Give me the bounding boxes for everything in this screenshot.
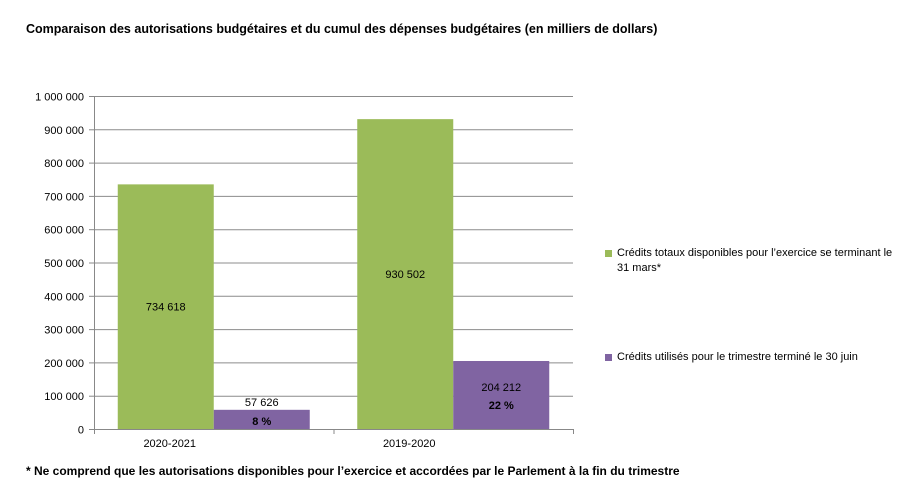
legend-item-used-credits: Crédits utilisés pour le trimestre termi…	[605, 350, 858, 365]
data-label: 57 626	[245, 397, 279, 409]
x-category-label: 2019-2020	[383, 438, 436, 450]
bar	[117, 184, 214, 429]
bar	[357, 119, 454, 430]
percent-label: 22 %	[489, 400, 514, 412]
footnote: * Ne comprend que les autorisations disp…	[26, 464, 680, 478]
y-tick-label: 700 000	[44, 191, 84, 203]
x-category-label: 2020-2021	[143, 438, 196, 450]
y-tick-label: 800 000	[44, 158, 84, 170]
legend-swatch-total-credits	[605, 250, 612, 257]
legend-item-total-credits: Crédits totaux disponibles pour l’exerci…	[605, 246, 892, 276]
y-tick-label: 400 000	[44, 291, 84, 303]
y-tick-label: 600 000	[44, 225, 84, 237]
y-tick-label: 100 000	[44, 391, 84, 403]
legend-swatch-used-credits	[605, 354, 612, 361]
y-tick-label: 0	[78, 425, 84, 437]
legend-label-used-credits: Crédits utilisés pour le trimestre termi…	[617, 351, 858, 363]
y-tick-label: 1 000 000	[35, 92, 84, 104]
bar	[213, 409, 310, 429]
legend-label-total-credits: Crédits totaux disponibles pour l’exerci…	[617, 247, 893, 274]
y-tick-label: 200 000	[44, 358, 84, 370]
bar	[453, 360, 550, 429]
chart-title: Comparaison des autorisations budgétaire…	[26, 22, 658, 36]
data-label: 734 618	[146, 302, 186, 314]
data-label: 204 212	[481, 382, 521, 394]
y-tick-label: 300 000	[44, 325, 84, 337]
data-label: 930 502	[385, 269, 425, 281]
percent-label: 8 %	[252, 416, 271, 428]
y-tick-label: 900 000	[44, 125, 84, 137]
y-tick-label: 500 000	[44, 258, 84, 270]
